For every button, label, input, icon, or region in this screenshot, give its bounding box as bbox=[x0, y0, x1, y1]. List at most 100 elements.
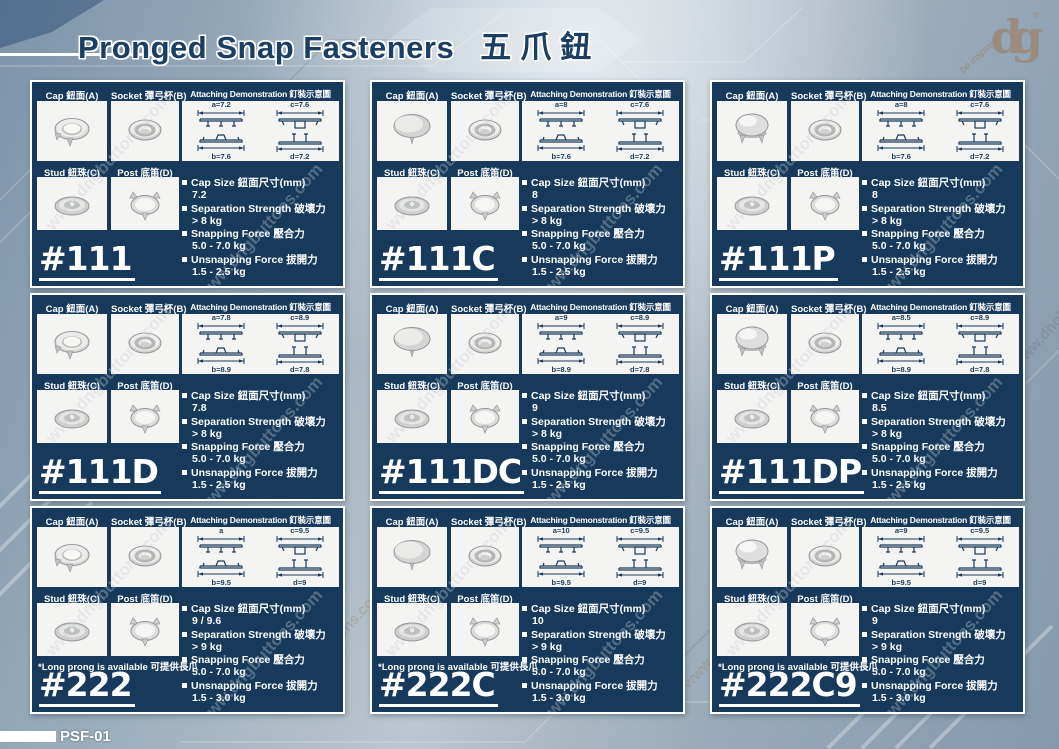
post-section-quadrant: d=7.8 bbox=[601, 344, 680, 374]
socket-photo-cell bbox=[791, 314, 859, 374]
stud-photo-cell bbox=[377, 603, 447, 656]
post-section-quadrant: d=7.2 bbox=[601, 131, 680, 161]
socket-cross-section-icon bbox=[276, 323, 324, 342]
unsnapping-force-label: Unsnapping Force 拔開力 bbox=[862, 680, 1022, 692]
cap-section-quadrant: a=9 bbox=[522, 313, 601, 344]
post-photo-icon bbox=[469, 403, 501, 434]
post-cross-section-icon bbox=[276, 133, 324, 153]
cap-label: Cap 鈕面(A) bbox=[45, 304, 99, 315]
bullet-square-icon bbox=[182, 682, 187, 688]
cap-section-quadrant: a=8.5 bbox=[862, 313, 941, 344]
snapping-force-value: 5.0 - 7.0 kg bbox=[192, 453, 246, 466]
brand-logo: dg ® be inspired bbox=[957, 4, 1049, 92]
stud-photo-icon bbox=[734, 409, 770, 428]
bullet-square-icon bbox=[522, 682, 527, 688]
attaching-demonstration-label: Attaching Demonstration 釘裝示意圖 bbox=[530, 89, 671, 99]
socket-photo-icon bbox=[468, 332, 502, 354]
post-label: Post 底笛(D) bbox=[457, 594, 513, 605]
stud-label: Stud 鈕珠(C) bbox=[44, 168, 100, 179]
unsnapping-force-label: Unsnapping Force 拔開力 bbox=[522, 254, 682, 266]
product-card: www.dngbuttons.com www.dngbuttons.com Ca… bbox=[370, 80, 685, 288]
dim-b-label: b=7.6 bbox=[891, 152, 911, 162]
separation-strength-label: Separation Strength 破壞力 bbox=[182, 416, 342, 428]
snapping-force-label: Snapping Force 壓合力 bbox=[522, 654, 682, 666]
dim-a-label: a=9 bbox=[894, 526, 908, 535]
post-section-quadrant: d=7.8 bbox=[941, 344, 1020, 374]
post-cross-section-icon bbox=[616, 559, 664, 579]
unsnapping-force-label: Unsnapping Force 拔開力 bbox=[182, 680, 342, 692]
unsnapping-force-text: Unsnapping Force 拔開力 bbox=[191, 679, 318, 692]
spec-list: Cap Size 鈕面尺寸(mm) 9 Separation Strength … bbox=[862, 603, 1022, 706]
attaching-demonstration-label: Attaching Demonstration 釘裝示意圖 bbox=[870, 89, 1011, 99]
post-label: Post 底笛(D) bbox=[797, 594, 853, 605]
cap-photo-cell bbox=[717, 101, 787, 161]
unsnapping-force-label: Unsnapping Force 拔開力 bbox=[182, 254, 342, 266]
cap-label: Cap 鈕面(A) bbox=[725, 91, 779, 102]
attaching-demo-diagram: a=8 c=7.6 bbox=[522, 100, 680, 162]
spec-list: Cap Size 鈕面尺寸(mm) 8 Separation Strength … bbox=[522, 177, 682, 280]
separation-strength-value: > 8 kg bbox=[872, 427, 903, 440]
socket-photo-cell bbox=[111, 314, 179, 374]
dim-b-label: b=8.9 bbox=[891, 365, 911, 375]
post-photo-icon bbox=[129, 616, 161, 647]
cap-section-quadrant: a bbox=[182, 526, 261, 557]
attaching-demo-cell: a=8.5 c=8.9 bbox=[862, 313, 1020, 375]
dim-c-label: c=9.5 bbox=[630, 526, 650, 535]
stud-cross-section-icon bbox=[877, 347, 925, 365]
unsnapping-force-text: Unsnapping Force 拔開力 bbox=[871, 253, 998, 266]
stud-photo-icon bbox=[54, 409, 90, 428]
snapping-force-label: Snapping Force 壓合力 bbox=[182, 441, 342, 453]
post-label: Post 底笛(D) bbox=[797, 168, 853, 179]
unsnapping-force-label: Unsnapping Force 拔開力 bbox=[862, 467, 1022, 479]
stud-photo-icon bbox=[394, 622, 430, 641]
socket-photo-icon bbox=[468, 545, 502, 567]
socket-cross-section-icon bbox=[956, 536, 1004, 555]
socket-photo-icon bbox=[128, 119, 162, 141]
separation-strength-text: Separation Strength 破壞力 bbox=[871, 202, 1006, 215]
unsnapping-force-text: Unsnapping Force 拔開力 bbox=[191, 466, 318, 479]
bullet-square-icon bbox=[862, 657, 867, 663]
socket-photo-cell bbox=[791, 101, 859, 161]
stud-photo-cell bbox=[717, 390, 787, 443]
bullet-square-icon bbox=[522, 231, 527, 237]
attaching-demo-diagram: a c=9.5 bbox=[182, 526, 339, 587]
bullet-square-icon bbox=[182, 444, 187, 450]
socket-cross-section-icon bbox=[616, 323, 664, 342]
cap-photo-cell bbox=[377, 314, 447, 374]
bullet-square-icon bbox=[862, 393, 867, 398]
unsnapping-force-label: Unsnapping Force 拔開力 bbox=[522, 680, 682, 692]
cap-section-quadrant: a=7.2 bbox=[182, 100, 261, 131]
cap-flat-photo-icon bbox=[393, 114, 431, 145]
post-photo-cell bbox=[111, 177, 179, 230]
stud-photo-cell bbox=[37, 177, 107, 230]
bullet-square-icon bbox=[862, 444, 867, 450]
post-photo-cell bbox=[111, 603, 179, 656]
dim-d-label: d=7.2 bbox=[290, 152, 310, 162]
cap-size-text: Cap Size 鈕面尺寸(mm) bbox=[191, 177, 306, 189]
dim-a-label: a=10 bbox=[552, 526, 570, 535]
dim-a-label: a=8 bbox=[894, 100, 908, 109]
socket-section-quadrant: c=9.5 bbox=[941, 526, 1020, 557]
dim-a-label: a=9 bbox=[554, 313, 568, 322]
attaching-demo-cell: a=9 c=8.9 bbox=[522, 313, 680, 374]
dim-b-label: b=7.6 bbox=[551, 152, 571, 162]
spec-list: Cap Size 鈕面尺寸(mm) 8.5 Separation Strengt… bbox=[862, 390, 1022, 493]
page-title: Pronged Snap Fasteners 五爪鈕 bbox=[78, 22, 600, 67]
bullet-square-icon bbox=[862, 231, 867, 237]
cap-section-quadrant: a=10 bbox=[522, 526, 601, 557]
bullet-square-icon bbox=[522, 418, 527, 424]
post-cross-section-icon bbox=[956, 346, 1004, 366]
cap-photo-cell bbox=[717, 527, 787, 587]
snapping-force-value: 5.0 - 7.0 kg bbox=[532, 453, 586, 466]
post-cross-section-icon bbox=[616, 133, 664, 153]
post-photo-cell bbox=[791, 177, 859, 230]
cap-size-label: Cap Size 鈕面尺寸(mm) bbox=[862, 603, 1022, 615]
attaching-demonstration-label: Attaching Demonstration 釘裝示意圖 bbox=[190, 302, 331, 312]
dim-b-label: b=7.6 bbox=[211, 152, 231, 162]
socket-section-quadrant: c=7.6 bbox=[261, 100, 340, 131]
cap-cross-section-icon bbox=[537, 536, 585, 553]
stud-section-quadrant: b=9.5 bbox=[862, 557, 941, 587]
post-photo-cell bbox=[451, 177, 519, 230]
cap-size-value: 8 bbox=[872, 189, 878, 202]
attaching-demo-cell: a=10 c=9.5 bbox=[522, 526, 679, 587]
